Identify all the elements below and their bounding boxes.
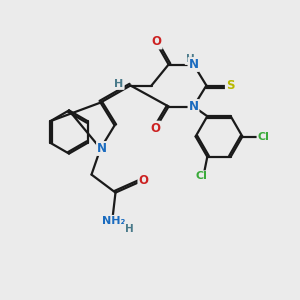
Text: O: O <box>138 173 148 187</box>
Text: S: S <box>226 79 234 92</box>
Text: O: O <box>150 122 160 135</box>
Text: H: H <box>185 54 194 64</box>
Text: N: N <box>188 100 199 113</box>
Text: N: N <box>97 142 107 155</box>
Text: N: N <box>188 58 199 71</box>
Text: O: O <box>152 35 162 49</box>
Text: H: H <box>115 79 124 89</box>
Text: H: H <box>124 224 134 234</box>
Text: Cl: Cl <box>257 131 269 142</box>
Text: Cl: Cl <box>195 171 207 181</box>
Text: NH₂: NH₂ <box>102 216 126 226</box>
